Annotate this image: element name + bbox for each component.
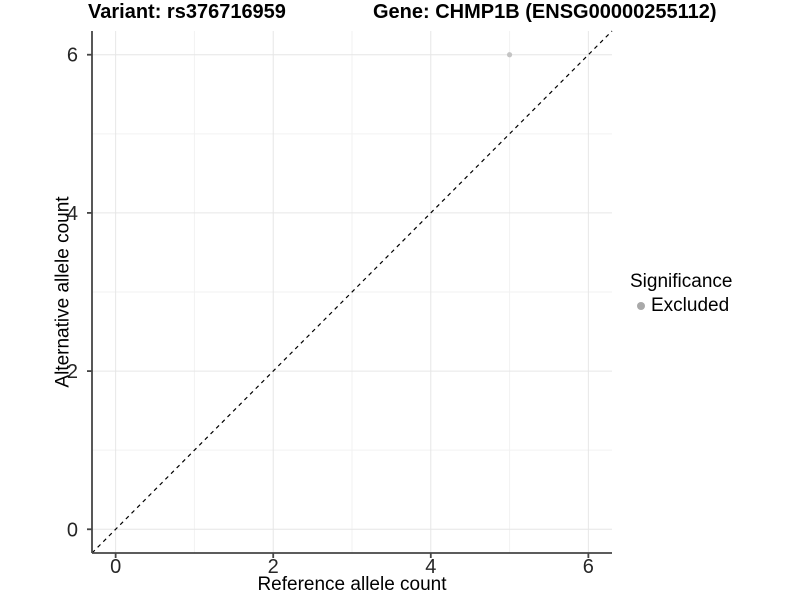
legend-entry-excluded: Excluded bbox=[628, 294, 732, 317]
plot-title-gene: Gene: CHMP1B (ENSG00000255112) bbox=[373, 1, 717, 23]
legend-entry-label: Excluded bbox=[651, 295, 730, 316]
legend-point-icon bbox=[637, 301, 645, 310]
y-tick-label: 4 bbox=[67, 203, 78, 225]
plot-title-variant: Variant: rs376716959 bbox=[88, 1, 286, 23]
data-point bbox=[506, 52, 513, 58]
x-tick-label: 2 bbox=[268, 556, 279, 578]
legend: Significance Excluded bbox=[628, 270, 732, 317]
x-axis-title: Reference allele count bbox=[257, 574, 447, 595]
x-tick-label: 0 bbox=[110, 556, 121, 578]
x-tick-label: 6 bbox=[583, 556, 594, 578]
x-tick-label: 4 bbox=[425, 556, 436, 578]
legend-title: Significance bbox=[630, 271, 733, 292]
y-tick-label: 0 bbox=[67, 519, 78, 541]
identity-line bbox=[91, 30, 613, 554]
y-axis-title: Alternative allele count bbox=[52, 196, 74, 388]
y-tick-label: 2 bbox=[67, 361, 78, 383]
y-tick-label: 6 bbox=[67, 45, 78, 67]
